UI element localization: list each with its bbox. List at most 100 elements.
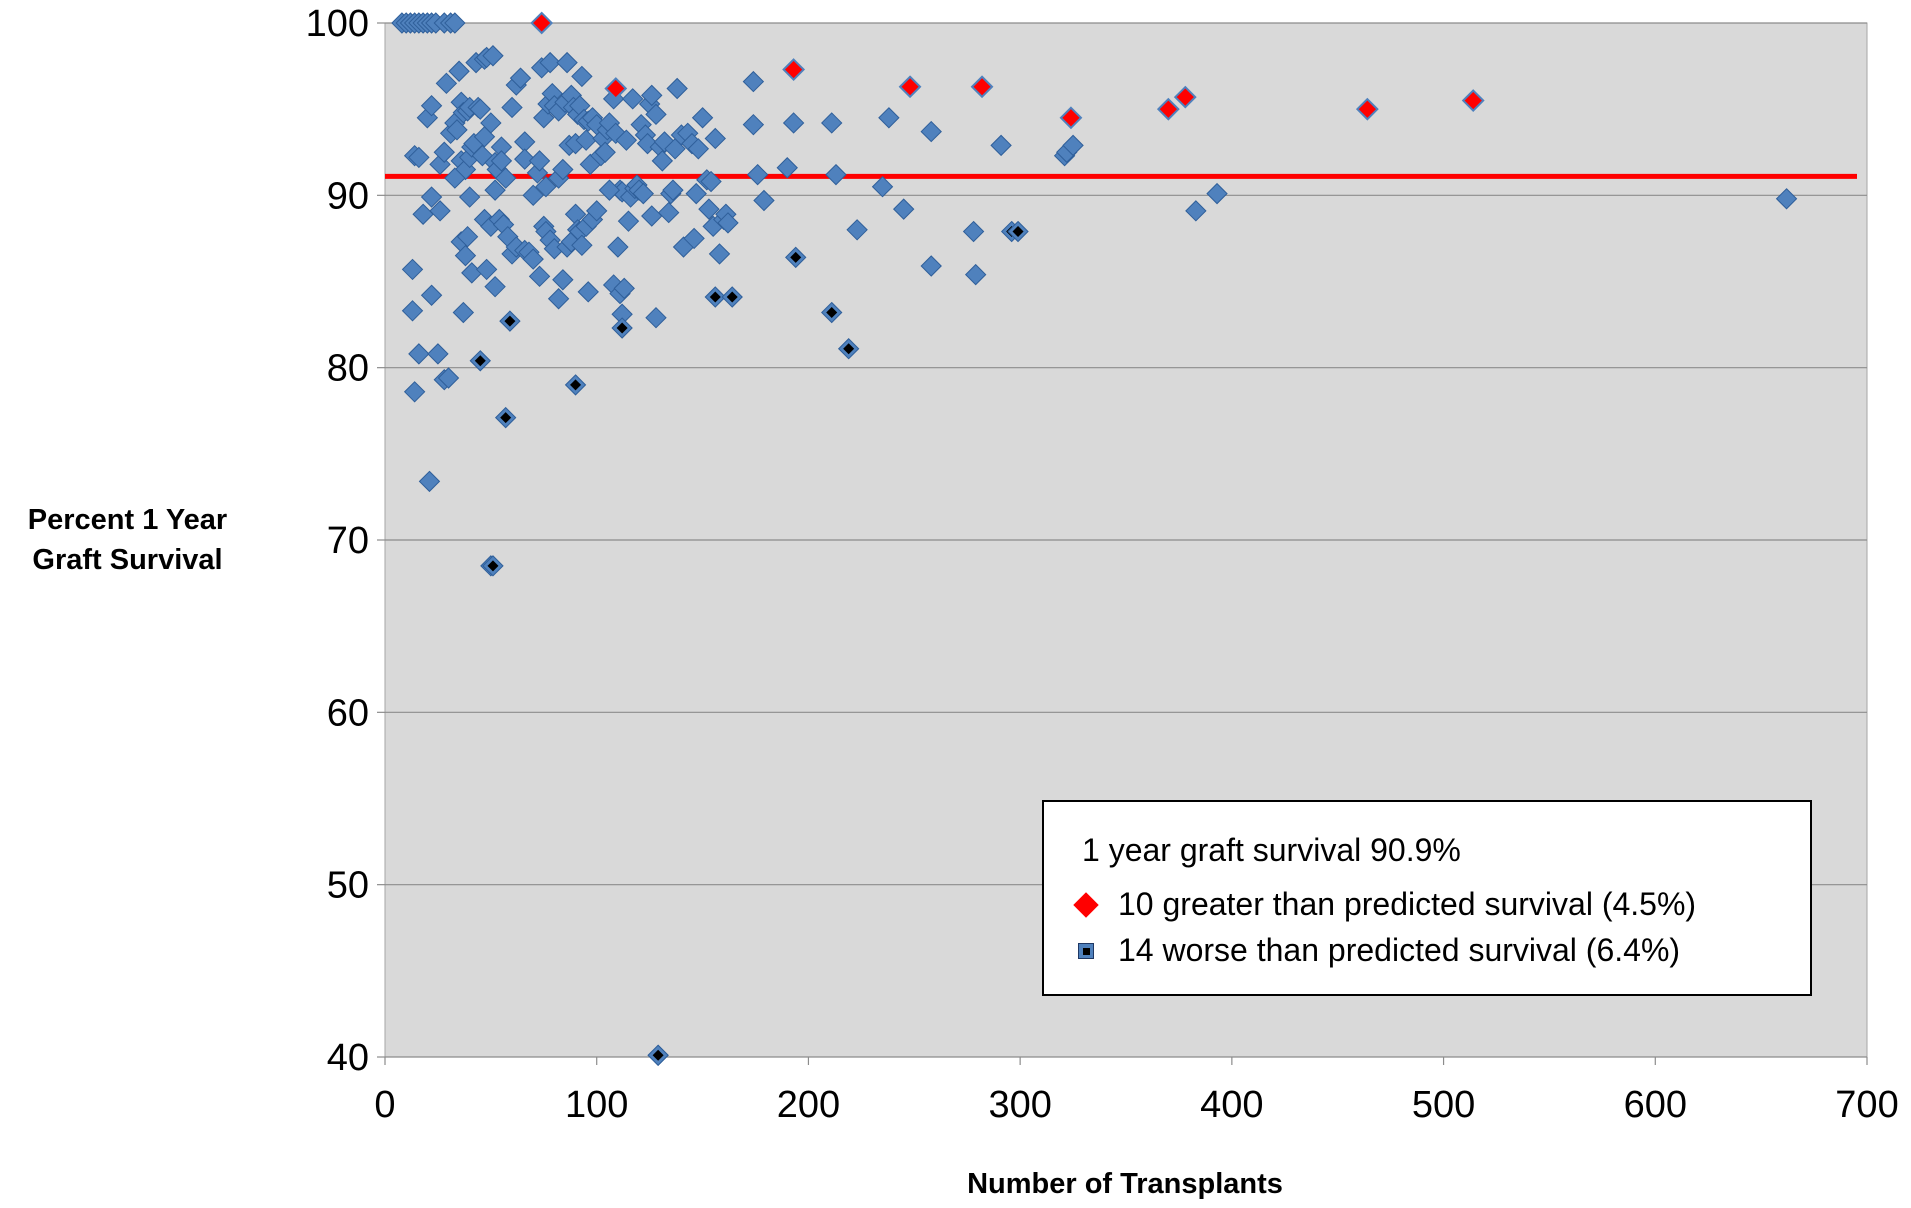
data-point — [594, 141, 616, 163]
data-point — [556, 51, 578, 74]
data-point — [651, 150, 674, 172]
data-point — [408, 146, 430, 169]
y-tick-label: 100 — [306, 3, 369, 45]
y-tick-label: 50 — [327, 865, 369, 907]
data-point — [522, 248, 544, 270]
data-point-better — [1355, 97, 1379, 121]
data-point-worse — [482, 555, 504, 577]
data-point — [1775, 188, 1798, 210]
x-tick-label: 700 — [1835, 1084, 1898, 1126]
data-point — [577, 281, 599, 303]
gridlines — [377, 22, 1868, 1065]
data-point — [433, 141, 455, 163]
y-axis-title-line-1: Percent 1 Year — [27, 504, 228, 536]
data-point — [645, 103, 667, 126]
data-point — [471, 144, 494, 167]
data-point — [708, 243, 731, 265]
x-tick-label: 600 — [1624, 1084, 1687, 1126]
data-point — [586, 200, 608, 222]
legend-label-better: 10 greater than predicted survival (4.5%… — [1118, 886, 1697, 922]
legend-entry-better: 10 greater than predicted survival (4.5%… — [1072, 886, 1696, 923]
data-point — [528, 265, 551, 288]
data-point — [533, 107, 555, 129]
data-point — [484, 275, 506, 298]
data-point — [514, 148, 536, 170]
data-point — [401, 258, 424, 281]
y-tick-label: 90 — [327, 175, 369, 217]
y-tick-label: 60 — [327, 692, 369, 734]
data-point-worse — [494, 406, 517, 429]
data-point — [641, 84, 663, 107]
data-point — [482, 45, 504, 67]
data-point-worse — [564, 374, 587, 396]
data-point — [632, 182, 654, 205]
data-point — [401, 300, 424, 322]
data-point — [598, 179, 621, 201]
y-axis-title-line-2: Graft Survival — [32, 544, 223, 576]
data-point-better — [1156, 97, 1180, 121]
data-point-better — [970, 75, 994, 99]
data-point-better — [1059, 106, 1083, 130]
data-point-worse — [611, 317, 633, 339]
red-diamond-icon — [1072, 891, 1100, 919]
data-point — [605, 122, 627, 145]
data-point — [480, 112, 502, 134]
data-point — [878, 107, 900, 129]
data-point — [1206, 182, 1228, 205]
data-point-worse — [704, 286, 726, 308]
data-point — [547, 288, 570, 310]
y-axis-title: Percent 1 Year Graft Survival — [0, 500, 255, 580]
data-point — [571, 65, 593, 88]
data-point — [528, 150, 551, 172]
data-point — [509, 67, 532, 89]
data-point — [473, 126, 496, 148]
legend: 1 year graft survival 90.9% 10 greater t… — [1042, 800, 1812, 996]
data-point-better — [530, 11, 554, 35]
data-point — [846, 219, 868, 241]
data-point — [444, 12, 466, 34]
data-point — [408, 343, 430, 365]
data-point — [782, 112, 805, 134]
data-point — [615, 129, 638, 151]
data-point-worse — [785, 246, 807, 269]
data-point — [920, 255, 942, 277]
data-point — [621, 88, 644, 110]
data-point — [420, 186, 443, 208]
data-point — [456, 225, 479, 248]
x-tick-label: 300 — [988, 1084, 1051, 1126]
legend-entry-worse: 14 worse than predicted survival (6.4%) — [1072, 932, 1680, 969]
data-point — [962, 220, 985, 243]
data-point-better — [782, 58, 806, 81]
data-point — [698, 198, 720, 220]
data-point — [700, 170, 722, 193]
data-point-worse — [499, 310, 521, 332]
tick-labels: 40 50 60 70 80 90 100 0 100 200 300 400 500 600 700 — [306, 3, 1899, 1126]
data-point — [435, 72, 458, 95]
data-point — [403, 381, 426, 403]
data-point — [494, 167, 517, 189]
blue-square-black-center-icon — [1072, 937, 1100, 965]
legend-label-worse: 14 worse than predicted survival (6.4%) — [1118, 932, 1681, 968]
data-point — [501, 96, 523, 119]
data-point — [420, 95, 443, 117]
data-point-better — [1173, 85, 1197, 109]
data-point-worse — [821, 301, 843, 324]
data-point — [418, 470, 441, 493]
data-point — [552, 158, 574, 181]
y-tick-label: 80 — [327, 348, 369, 390]
data-point — [469, 98, 491, 120]
data-point — [1185, 200, 1207, 222]
x-tick-label: 0 — [374, 1084, 395, 1126]
data-point — [964, 263, 987, 286]
data-point — [685, 182, 707, 205]
data-point — [613, 277, 635, 300]
data-point — [437, 367, 460, 389]
data-point — [664, 138, 686, 160]
data-point — [1062, 134, 1084, 157]
data-point — [657, 201, 680, 224]
data-point — [446, 119, 468, 141]
data-point — [742, 113, 765, 136]
data-point-better — [1461, 89, 1485, 112]
data-point — [429, 153, 451, 176]
